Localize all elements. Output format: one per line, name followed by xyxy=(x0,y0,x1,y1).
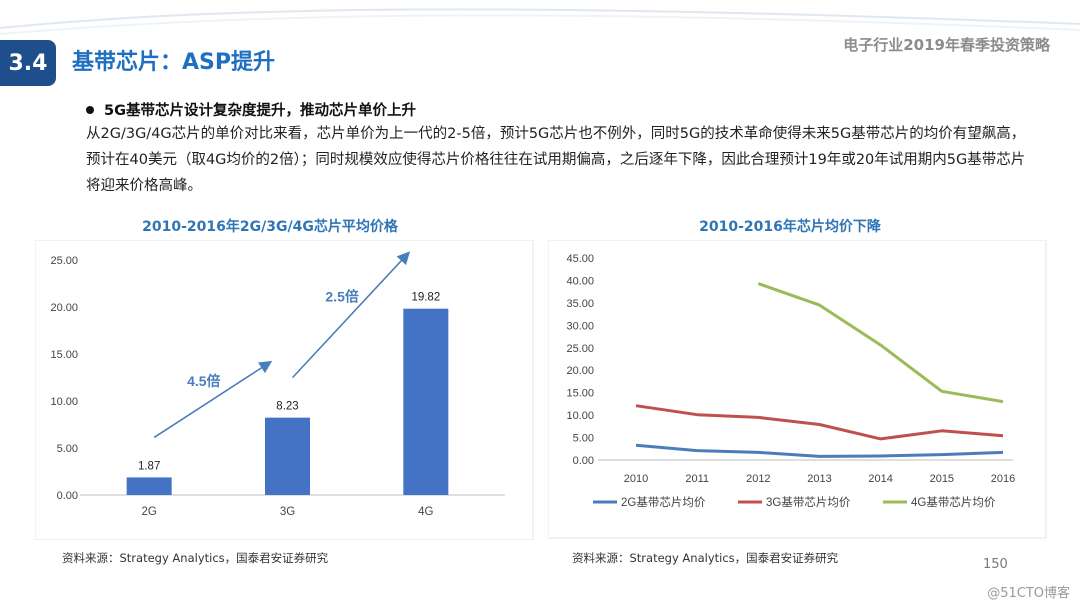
y-tick-label: 15.00 xyxy=(566,388,594,400)
bar-chart-title: 2010-2016年2G/3G/4G芯片平均价格 xyxy=(142,219,398,235)
y-tick-label: 15.00 xyxy=(50,349,78,361)
x-tick-label: 2012 xyxy=(746,473,770,485)
y-tick-label: 10.00 xyxy=(50,396,78,408)
y-tick-label: 25.00 xyxy=(50,255,78,267)
annotation-label: 4.5倍 xyxy=(187,373,220,389)
line-chart-panel xyxy=(548,240,1047,539)
line-chart-title: 2010-2016年芯片均价下降 xyxy=(699,219,881,235)
bullet-point: 5G基带芯片设计复杂度提升，推动芯片单价上升 xyxy=(86,99,416,120)
x-tick-label: 2013 xyxy=(807,473,831,485)
watermark: @51CTO博客 xyxy=(987,586,1070,601)
x-tick-label: 2G xyxy=(141,506,156,518)
y-tick-label: 40.00 xyxy=(566,275,594,287)
page-number: 150 xyxy=(983,557,1008,572)
x-tick-label: 2016 xyxy=(991,473,1015,485)
y-tick-label: 5.00 xyxy=(57,443,78,455)
bar-chart: 0.00 5.00 10.00 15.00 20.00 25.00 1.87 2G 8.23 3G… xyxy=(35,240,534,540)
y-tick-label: 5.00 xyxy=(573,433,594,445)
x-tick-label: 3G xyxy=(280,506,295,518)
source-note-left: 资料来源：Strategy Analytics，国泰君安证券研究 xyxy=(62,551,329,565)
y-tick-label: 0.00 xyxy=(57,490,78,502)
y-tick-label: 20.00 xyxy=(50,302,78,314)
data-label: 19.82 xyxy=(411,292,440,304)
annotation-label: 2.5倍 xyxy=(325,289,358,305)
y-tick-label: 25.00 xyxy=(566,343,594,355)
legend-label: 4G基带芯片均价 xyxy=(911,495,996,509)
x-tick-label: 2015 xyxy=(930,473,954,485)
bar-2G xyxy=(126,477,172,495)
bar-3G xyxy=(265,417,310,495)
y-tick-label: 0.00 xyxy=(573,455,594,467)
annotation-arrow xyxy=(291,251,411,379)
series-line-2 xyxy=(757,282,1004,404)
y-tick-label: 20.00 xyxy=(566,365,594,377)
x-tick-label: 2014 xyxy=(868,473,892,485)
series-line-1 xyxy=(635,404,1004,441)
legend-label: 2G基带芯片均价 xyxy=(621,495,706,509)
section-number: 3.4 xyxy=(0,40,56,86)
data-label: 8.23 xyxy=(276,401,298,413)
y-tick-label: 30.00 xyxy=(566,320,594,332)
y-tick-label: 35.00 xyxy=(566,298,594,310)
body-paragraph: 从2G/3G/4G芯片的单价对比来看，芯片单价为上一代的2-5倍，预计5G芯片也… xyxy=(86,126,1026,194)
source-note-right: 资料来源：Strategy Analytics，国泰君安证券研究 xyxy=(572,551,839,565)
line-chart: 0.00 5.00 10.00 15.00 20.00 25.00 30.00 35.00 40… xyxy=(548,240,1047,539)
section-title: 基带芯片：ASP提升 xyxy=(72,50,275,75)
header-decoration xyxy=(0,8,1080,35)
y-tick-label: 10.00 xyxy=(566,410,594,422)
x-tick-label: 2011 xyxy=(685,473,709,485)
x-tick-label: 4G xyxy=(418,506,433,518)
data-label: 1.87 xyxy=(138,460,160,472)
bullet-icon xyxy=(86,105,94,114)
legend-label: 3G基带芯片均价 xyxy=(766,495,851,509)
bullet-text: 5G基带芯片设计复杂度提升，推动芯片单价上升 xyxy=(104,103,416,119)
bar-4G xyxy=(403,308,449,495)
annotation-arrow xyxy=(153,360,273,439)
x-tick-label: 2010 xyxy=(624,473,648,485)
y-tick-label: 45.00 xyxy=(566,253,594,265)
series-line-0 xyxy=(635,443,1004,458)
report-title: 电子行业2019年春季投资策略 xyxy=(843,36,1050,54)
